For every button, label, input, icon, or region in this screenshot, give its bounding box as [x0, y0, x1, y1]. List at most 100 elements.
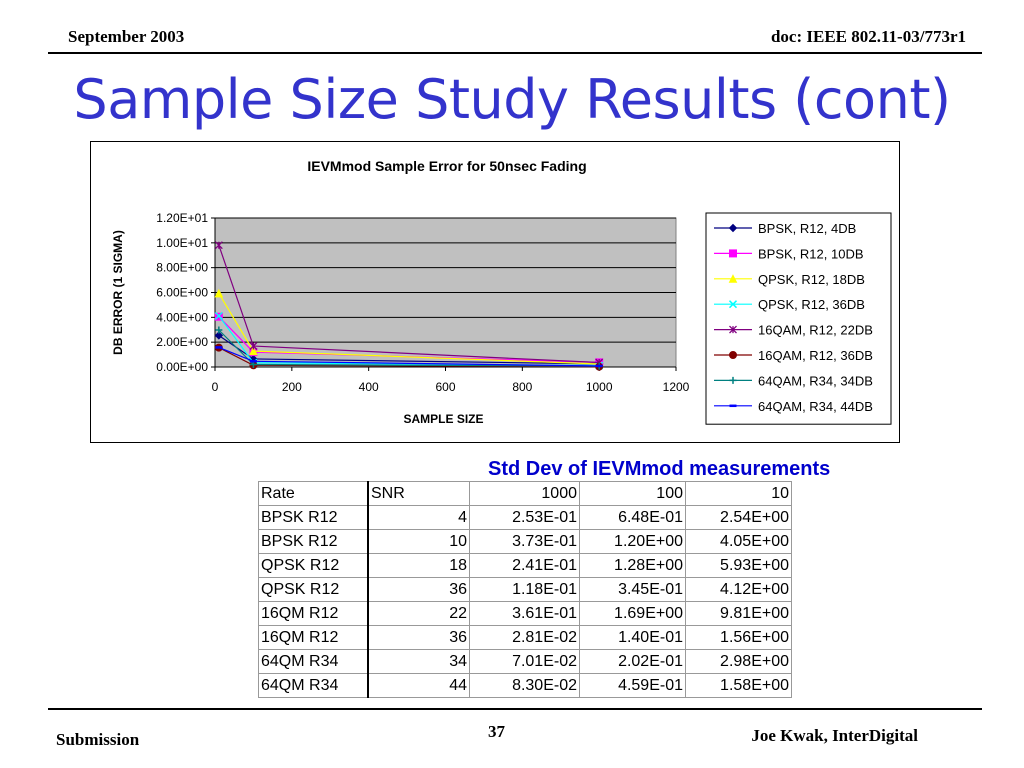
- footer-divider: [48, 708, 982, 710]
- table-cell: 10: [367, 529, 470, 554]
- data-point: [214, 241, 223, 250]
- table-cell: 64QM R34: [258, 673, 369, 698]
- table-cell: 2.02E-01: [579, 649, 686, 674]
- table-cell: 4.05E+00: [685, 529, 792, 554]
- legend-marker: [729, 351, 737, 359]
- y-tick-label: 8.00E+00: [156, 261, 208, 275]
- legend-label: QPSK, R12, 18DB: [758, 272, 865, 287]
- table-cell: 7.01E-02: [469, 649, 580, 674]
- table-cell: 2.81E-02: [469, 625, 580, 650]
- table-cell: QPSK R12: [258, 553, 369, 578]
- legend-label: 64QAM, R34, 34DB: [758, 373, 873, 388]
- std-dev-table: Rate SNR 1000 100 10 BPSK R12 4 2.53E-01 6.48E-0…: [258, 481, 792, 698]
- y-tick-label: 1.20E+01: [156, 211, 208, 225]
- y-tick-label: 2.00E+00: [156, 335, 208, 349]
- data-point: [215, 326, 223, 334]
- data-point: [214, 331, 224, 340]
- table-cell: BPSK R12: [258, 505, 369, 530]
- table-cell: 34: [367, 649, 470, 674]
- table-cell: 4.12E+00: [685, 577, 792, 602]
- footer-submission: Submission: [56, 730, 140, 749]
- table-header-cell: 10: [685, 481, 792, 506]
- header-divider: [48, 52, 982, 54]
- table-cell: 1.56E+00: [685, 625, 792, 650]
- x-tick-label: 0: [212, 380, 219, 394]
- data-point: [249, 342, 258, 350]
- legend-label: 16QAM, R12, 36DB: [758, 348, 873, 363]
- table-cell: 2.54E+00: [685, 505, 792, 530]
- x-tick-label: 200: [282, 380, 302, 394]
- table-cell: 16QM R12: [258, 601, 369, 626]
- table-row: 64QM R34 34 7.01E-02 2.02E-01 2.98E+00: [258, 649, 792, 674]
- table-row: 16QM R12 36 2.81E-02 1.40E-01 1.56E+00: [258, 625, 792, 650]
- y-axis-label: DB ERROR (1 SIGMA): [111, 230, 125, 355]
- x-axis-label: SAMPLE SIZE: [403, 412, 483, 426]
- table-caption: Std Dev of IEVMmod measurements: [488, 458, 831, 480]
- header-date: September 2003: [68, 27, 185, 46]
- legend-marker: [728, 274, 738, 283]
- table-row: QPSK R12 36 1.18E-01 3.45E-01 4.12E+00: [258, 577, 792, 602]
- table-cell: 3.45E-01: [579, 577, 686, 602]
- data-point: [214, 311, 223, 320]
- x-tick-label: 600: [435, 380, 455, 394]
- legend-label: BPSK, R12, 10DB: [758, 246, 864, 261]
- legend-marker: [729, 325, 737, 334]
- y-tick-label: 1.00E+01: [156, 236, 208, 250]
- table-cell: 1.20E+00: [579, 529, 686, 554]
- table-row: BPSK R12 10 3.73E-01 1.20E+00 4.05E+00: [258, 529, 792, 554]
- table-header-cell: SNR: [367, 481, 470, 506]
- data-point: [249, 346, 258, 356]
- legend-marker: [729, 376, 737, 384]
- table-cell: 64QM R34: [258, 649, 369, 674]
- table-row: 16QM R12 22 3.61E-01 1.69E+00 9.81E+00: [258, 601, 792, 626]
- table-cell: 44: [367, 673, 470, 698]
- table-cell: 2.98E+00: [685, 649, 792, 674]
- table-cell: 1.28E+00: [579, 553, 686, 578]
- table-cell: 3.61E-01: [469, 601, 580, 626]
- table-cell: 2.53E-01: [469, 505, 580, 530]
- table-row: 64QM R34 44 8.30E-02 4.59E-01 1.58E+00: [258, 673, 792, 698]
- table-header-row: Rate SNR 1000 100 10: [258, 481, 792, 506]
- legend-marker: [728, 300, 738, 309]
- table-cell: 2.41E-01: [469, 553, 580, 578]
- x-tick-label: 800: [512, 380, 532, 394]
- x-tick-label: 1200: [663, 380, 690, 394]
- page-number: 37: [488, 722, 505, 741]
- table-cell: 1.40E-01: [579, 625, 686, 650]
- table-cell: QPSK R12: [258, 577, 369, 602]
- line-chart: IEVMmod Sample Error for 50nsec Fading 0.…: [111, 158, 892, 426]
- table-cell: 36: [367, 577, 470, 602]
- table-row: BPSK R12 4 2.53E-01 6.48E-01 2.54E+00: [258, 505, 792, 530]
- table-cell: 4: [367, 505, 470, 530]
- legend-marker: [729, 249, 737, 258]
- y-tick-label: 4.00E+00: [156, 310, 208, 324]
- chart-container: IEVMmod Sample Error for 50nsec Fading 0.…: [90, 141, 900, 443]
- legend-label: QPSK, R12, 36DB: [758, 297, 865, 312]
- table-cell: 9.81E+00: [685, 601, 792, 626]
- legend-label: 16QAM, R12, 22DB: [758, 323, 873, 338]
- footer-author: Joe Kwak, InterDigital: [751, 726, 918, 745]
- table-cell: 18: [367, 553, 470, 578]
- legend-label: 64QAM, R34, 44DB: [758, 399, 873, 414]
- x-tick-label: 400: [359, 380, 379, 394]
- data-point: [214, 288, 224, 298]
- table-cell: BPSK R12: [258, 529, 369, 554]
- table-cell: 1.18E-01: [469, 577, 580, 602]
- x-tick-label: 1000: [586, 380, 613, 394]
- table-cell: 1.69E+00: [579, 601, 686, 626]
- y-tick-label: 6.00E+00: [156, 286, 208, 300]
- table-cell: 5.93E+00: [685, 553, 792, 578]
- slide-title: Sample Size Study Results (cont): [73, 68, 951, 131]
- chart-title: IEVMmod Sample Error for 50nsec Fading: [307, 158, 586, 174]
- table-cell: 1.58E+00: [685, 673, 792, 698]
- legend-label: BPSK, R12, 4DB: [758, 221, 856, 236]
- table-row: QPSK R12 18 2.41E-01 1.28E+00 5.93E+00: [258, 553, 792, 578]
- table-header-cell: 1000: [469, 481, 580, 506]
- table-cell: 4.59E-01: [579, 673, 686, 698]
- table-header-cell: 100: [579, 481, 686, 506]
- table-cell: 6.48E-01: [579, 505, 686, 530]
- legend: [705, 212, 892, 425]
- table-cell: 3.73E-01: [469, 529, 580, 554]
- table-cell: 16QM R12: [258, 625, 369, 650]
- table-cell: 8.30E-02: [469, 673, 580, 698]
